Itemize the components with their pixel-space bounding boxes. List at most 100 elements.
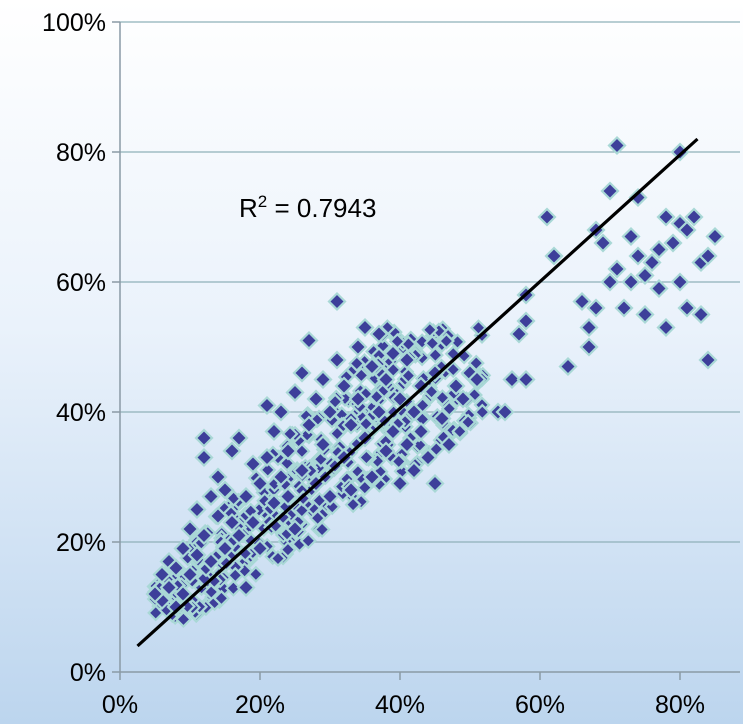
cloud-marker xyxy=(413,333,431,351)
data-point-99 xyxy=(579,337,599,357)
y-tick-label-3: 60% xyxy=(56,269,106,297)
data-point-108 xyxy=(621,226,641,247)
data-point-16 xyxy=(201,486,221,507)
data-point-44 xyxy=(299,330,319,351)
data-point-40 xyxy=(285,382,305,403)
cloud-marker xyxy=(390,452,408,471)
data-point-111 xyxy=(628,246,648,266)
data-point-59 xyxy=(348,389,368,409)
cloud-marker xyxy=(399,367,417,385)
trendline xyxy=(136,137,699,648)
data-point-64 xyxy=(369,324,389,344)
data-point-71 xyxy=(390,473,410,494)
data-point-60 xyxy=(355,317,375,338)
data-point-17 xyxy=(201,551,221,572)
data-point-116 xyxy=(649,278,669,299)
data-point-80 xyxy=(425,473,445,494)
data-point-112 xyxy=(635,304,655,325)
data-point-126 xyxy=(691,304,711,325)
data-point-75 xyxy=(404,460,424,481)
data-point-25 xyxy=(229,525,249,546)
data-point-11 xyxy=(187,545,207,565)
data-point-96 xyxy=(558,356,578,377)
cloud-marker xyxy=(309,509,327,527)
data-point-97 xyxy=(572,291,592,312)
data-point-3 xyxy=(173,584,193,604)
cloud-marker xyxy=(423,334,441,352)
data-point-113 xyxy=(635,265,655,286)
cloud-marker xyxy=(259,461,277,479)
data-point-104 xyxy=(600,272,620,292)
x-tick-label-4: 80% xyxy=(655,691,705,719)
data-point-38 xyxy=(278,441,298,461)
data-point-4 xyxy=(152,564,172,585)
data-point-10 xyxy=(180,519,200,539)
x-tick-label-1: 20% xyxy=(235,691,285,719)
y-tick-label-1: 20% xyxy=(56,529,106,557)
data-point-65 xyxy=(369,402,389,422)
cloud-marker xyxy=(352,366,370,384)
cloud-marker xyxy=(278,454,296,472)
data-point-118 xyxy=(656,317,676,338)
data-point-51 xyxy=(320,402,340,422)
data-point-48 xyxy=(313,369,333,390)
data-point-6 xyxy=(145,584,165,604)
data-point-36 xyxy=(271,467,291,487)
trendline-group: R2 = 0.7943 xyxy=(136,137,699,648)
data-point-41 xyxy=(285,519,305,539)
data-point-52 xyxy=(327,291,347,312)
cloud-marker xyxy=(269,549,287,568)
data-point-63 xyxy=(362,467,382,487)
data-point-82 xyxy=(439,434,459,455)
data-point-55 xyxy=(334,376,354,396)
data-point-105 xyxy=(607,135,627,156)
axes xyxy=(112,21,740,680)
data-point-117 xyxy=(656,207,676,227)
cloud-marker xyxy=(473,403,491,421)
y-tick-label-0: 0% xyxy=(70,659,106,687)
data-point-100 xyxy=(586,298,606,318)
x-tick-label-3: 60% xyxy=(515,691,565,719)
data-point-7 xyxy=(166,558,186,578)
cloud-marker xyxy=(299,532,317,550)
data-point-93 xyxy=(516,369,536,390)
data-point-13 xyxy=(194,525,214,546)
data-point-22 xyxy=(222,512,242,533)
y-tick-label-4: 80% xyxy=(56,139,106,167)
data-point-39 xyxy=(278,486,298,507)
cloud-marker xyxy=(348,354,366,373)
data-point-62 xyxy=(362,356,382,377)
data-point-9 xyxy=(180,564,200,585)
data-point-8 xyxy=(173,538,193,559)
data-point-21 xyxy=(215,480,235,500)
data-point-33 xyxy=(257,447,277,468)
cloud-marker xyxy=(357,448,375,467)
data-point-43 xyxy=(292,460,312,481)
data-point-78 xyxy=(418,447,438,468)
cloud-marker xyxy=(427,440,445,458)
data-point-35 xyxy=(264,421,284,442)
data-point-26 xyxy=(236,486,256,507)
y-tick-label-2: 40% xyxy=(56,399,106,427)
data-point-27 xyxy=(236,577,256,598)
data-point-89 xyxy=(502,369,522,390)
data-point-109 xyxy=(621,272,641,292)
cloud-marker xyxy=(344,496,362,514)
data-point-29 xyxy=(243,512,263,533)
data-point-123 xyxy=(677,298,697,318)
data-point-30 xyxy=(250,473,270,494)
cloud-marker xyxy=(437,332,455,350)
x-tick-label-2: 40% xyxy=(375,691,425,719)
data-point-20 xyxy=(215,538,235,559)
cloud-marker xyxy=(440,400,458,418)
data-point-56 xyxy=(341,415,361,435)
data-point-58 xyxy=(348,337,368,357)
data-point-24 xyxy=(229,428,249,448)
data-point-124 xyxy=(677,220,697,240)
data-point-120 xyxy=(670,142,690,162)
cloud-marker xyxy=(459,413,477,431)
cloud-marker xyxy=(174,610,193,628)
cloud-marker xyxy=(465,386,483,404)
data-point-74 xyxy=(404,402,424,422)
